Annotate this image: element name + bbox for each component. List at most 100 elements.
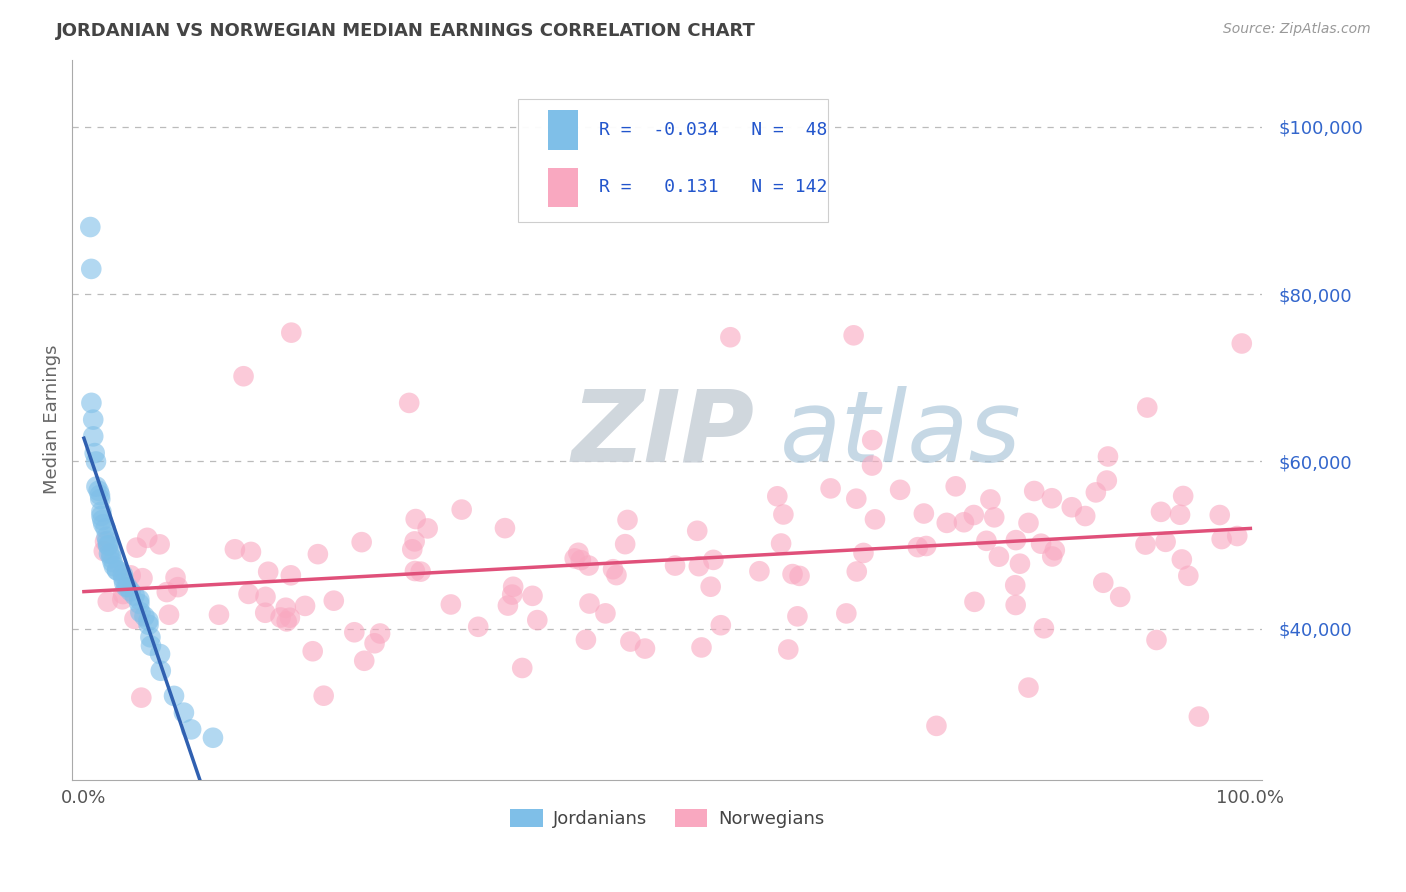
- Point: [1024, 483, 1046, 498]
- Legend: Jordanians, Norwegians: Jordanians, Norwegians: [503, 802, 831, 836]
- Point: [278, 610, 301, 624]
- Point: [976, 533, 998, 548]
- Point: [575, 632, 598, 647]
- Point: [1188, 709, 1211, 723]
- Point: [1008, 557, 1031, 571]
- Point: [1040, 549, 1063, 564]
- Point: [935, 516, 957, 530]
- Point: [224, 542, 246, 557]
- Point: [80, 261, 103, 276]
- Point: [1032, 621, 1054, 635]
- Point: [131, 690, 153, 705]
- Point: [1177, 569, 1199, 583]
- Point: [766, 489, 789, 503]
- Point: [718, 330, 741, 344]
- Text: R =  -0.034   N =  48: R = -0.034 N = 48: [599, 120, 828, 139]
- Point: [889, 483, 911, 497]
- Point: [496, 599, 519, 613]
- Point: [239, 545, 262, 559]
- Point: [82, 412, 104, 426]
- Point: [699, 580, 721, 594]
- Point: [134, 609, 156, 624]
- Point: [702, 553, 724, 567]
- Point: [772, 508, 794, 522]
- Point: [404, 564, 426, 578]
- Point: [1040, 491, 1063, 506]
- Point: [845, 565, 868, 579]
- Point: [510, 661, 533, 675]
- Point: [115, 580, 138, 594]
- Point: [564, 551, 586, 566]
- Point: [138, 617, 160, 632]
- Point: [165, 571, 187, 585]
- Point: [945, 479, 967, 493]
- Point: [94, 521, 117, 535]
- Point: [79, 220, 101, 235]
- Point: [1109, 590, 1132, 604]
- Point: [915, 539, 938, 553]
- Point: [1005, 533, 1028, 547]
- Point: [105, 563, 128, 577]
- Point: [852, 546, 875, 560]
- Point: [602, 562, 624, 576]
- Point: [276, 615, 298, 629]
- Point: [1018, 516, 1040, 530]
- Point: [953, 515, 976, 529]
- Point: [103, 559, 125, 574]
- Point: [98, 547, 121, 561]
- Point: [112, 575, 135, 590]
- Point: [409, 565, 432, 579]
- Point: [105, 563, 128, 577]
- Point: [163, 689, 186, 703]
- Point: [131, 571, 153, 585]
- Point: [963, 508, 986, 522]
- Point: [350, 535, 373, 549]
- Point: [89, 488, 111, 502]
- Point: [778, 642, 800, 657]
- Point: [139, 630, 162, 644]
- Point: [173, 706, 195, 720]
- Point: [1135, 538, 1157, 552]
- Point: [1173, 489, 1195, 503]
- Point: [1150, 505, 1173, 519]
- Point: [91, 513, 114, 527]
- Point: [494, 521, 516, 535]
- Point: [748, 564, 770, 578]
- Point: [307, 547, 329, 561]
- Point: [149, 537, 172, 551]
- Point: [125, 541, 148, 555]
- Point: [634, 641, 657, 656]
- Point: [343, 625, 366, 640]
- Point: [82, 429, 104, 443]
- Point: [124, 589, 146, 603]
- Point: [835, 607, 858, 621]
- Text: ZIP: ZIP: [572, 385, 755, 483]
- Point: [167, 580, 190, 594]
- Point: [83, 446, 105, 460]
- Point: [270, 610, 292, 624]
- Point: [467, 620, 489, 634]
- Point: [301, 644, 323, 658]
- Point: [232, 369, 254, 384]
- Point: [664, 558, 686, 573]
- Point: [128, 592, 150, 607]
- Point: [605, 568, 627, 582]
- Point: [1230, 336, 1253, 351]
- Point: [312, 689, 335, 703]
- Point: [363, 636, 385, 650]
- Point: [401, 542, 423, 557]
- Text: R =   0.131   N = 142: R = 0.131 N = 142: [599, 178, 828, 196]
- Point: [405, 512, 427, 526]
- Point: [136, 531, 159, 545]
- Point: [254, 590, 277, 604]
- Point: [578, 558, 600, 573]
- Point: [101, 555, 124, 569]
- Point: [1136, 401, 1159, 415]
- Point: [117, 580, 139, 594]
- Point: [789, 569, 811, 583]
- Point: [124, 612, 146, 626]
- Point: [139, 639, 162, 653]
- Point: [1154, 534, 1177, 549]
- Point: [91, 517, 114, 532]
- Point: [569, 553, 592, 567]
